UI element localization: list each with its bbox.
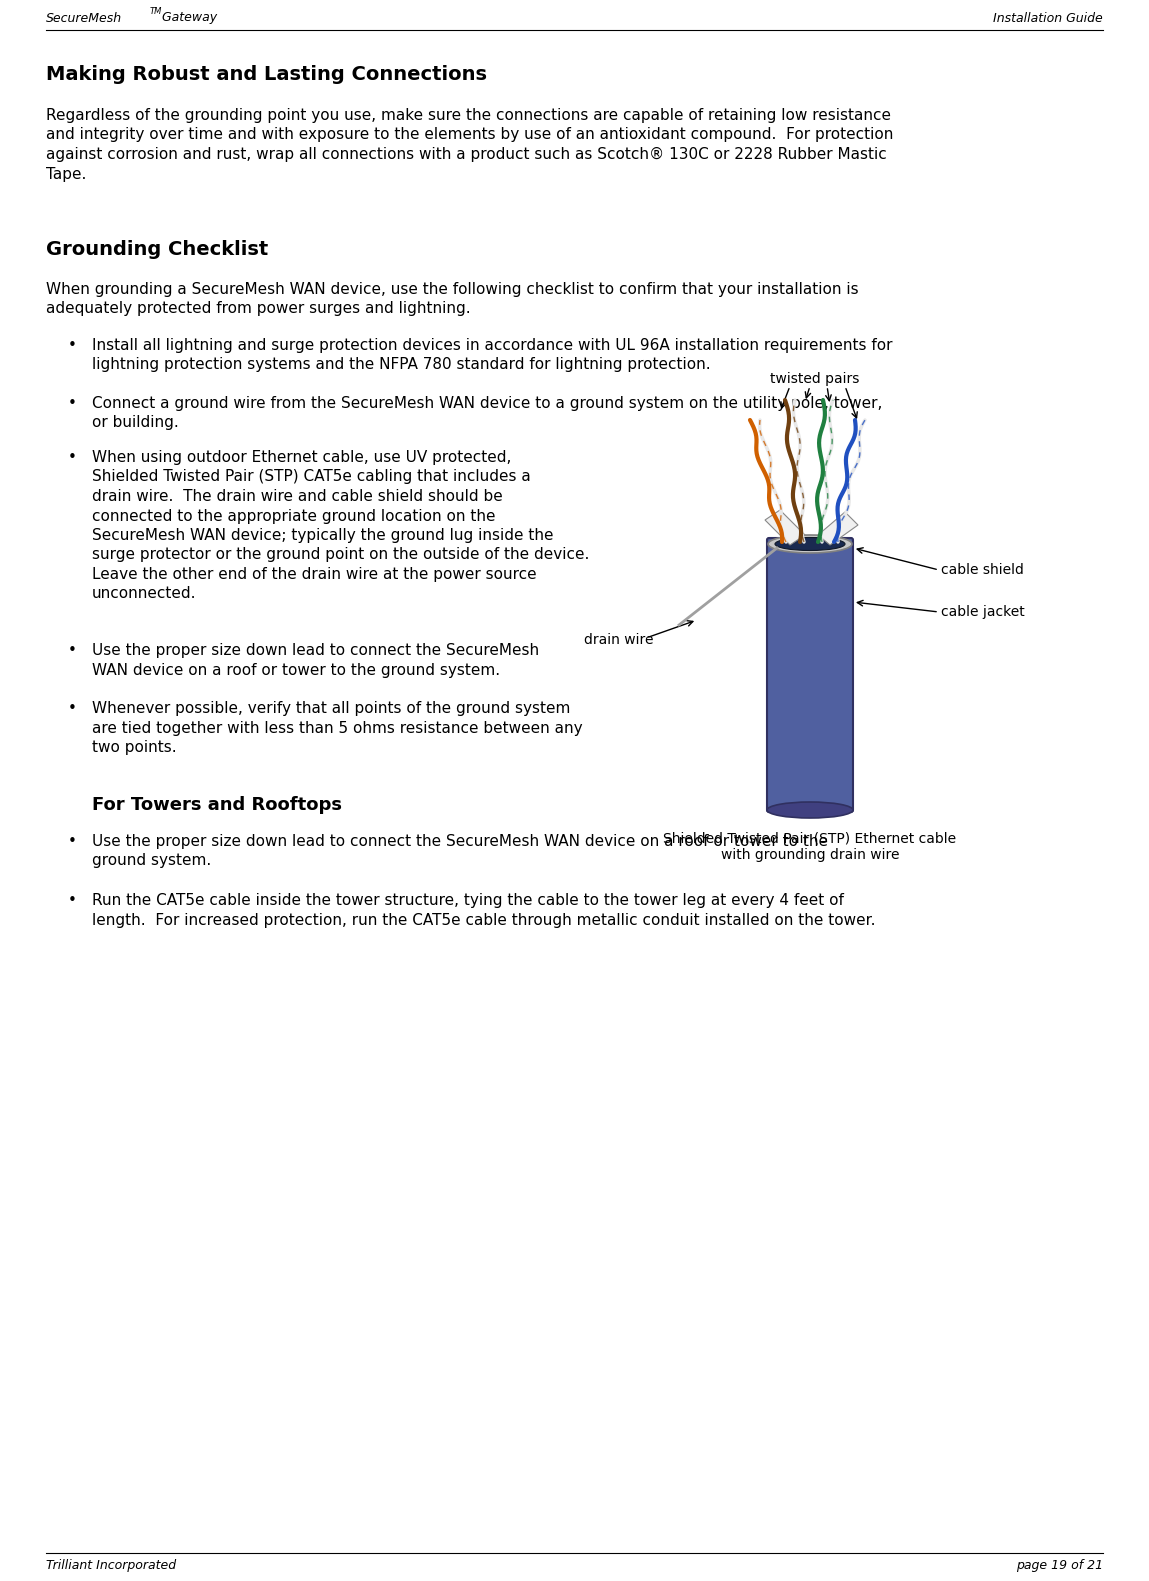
Text: ground system.: ground system. bbox=[92, 854, 211, 868]
Text: Run the CAT5e cable inside the tower structure, tying the cable to the tower leg: Run the CAT5e cable inside the tower str… bbox=[92, 893, 843, 907]
Text: Install all lightning and surge protection devices in accordance with UL 96A ins: Install all lightning and surge protecti… bbox=[92, 338, 893, 353]
Text: Use the proper size down lead to connect the SecureMesh: Use the proper size down lead to connect… bbox=[92, 643, 539, 658]
Text: against corrosion and rust, wrap all connections with a product such as Scotch® : against corrosion and rust, wrap all con… bbox=[46, 147, 887, 161]
Text: are tied together with less than 5 ohms resistance between any: are tied together with less than 5 ohms … bbox=[92, 721, 583, 735]
Text: •: • bbox=[68, 395, 77, 411]
Text: unconnected.: unconnected. bbox=[92, 587, 196, 601]
Text: When grounding a SecureMesh WAN device, use the following checklist to confirm t: When grounding a SecureMesh WAN device, … bbox=[46, 281, 858, 297]
Text: surge protector or the ground point on the outside of the device.: surge protector or the ground point on t… bbox=[92, 547, 589, 563]
Text: Shielded Twisted Pair (STP) Ethernet cable: Shielded Twisted Pair (STP) Ethernet cab… bbox=[663, 832, 957, 846]
Text: Whenever possible, verify that all points of the ground system: Whenever possible, verify that all point… bbox=[92, 700, 570, 716]
Text: Connect a ground wire from the SecureMesh WAN device to a ground system on the u: Connect a ground wire from the SecureMes… bbox=[92, 395, 882, 411]
Text: drain wire: drain wire bbox=[584, 632, 654, 647]
Text: When using outdoor Ethernet cable, use UV protected,: When using outdoor Ethernet cable, use U… bbox=[92, 451, 511, 465]
Text: and integrity over time and with exposure to the elements by use of an antioxida: and integrity over time and with exposur… bbox=[46, 128, 894, 142]
Text: WAN device on a roof or tower to the ground system.: WAN device on a roof or tower to the gro… bbox=[92, 662, 500, 678]
Ellipse shape bbox=[768, 802, 853, 817]
Text: •: • bbox=[68, 338, 77, 353]
Text: Making Robust and Lasting Connections: Making Robust and Lasting Connections bbox=[46, 65, 487, 84]
Text: Leave the other end of the drain wire at the power source: Leave the other end of the drain wire at… bbox=[92, 568, 537, 582]
Text: Tape.: Tape. bbox=[46, 166, 86, 182]
Text: •: • bbox=[68, 643, 77, 658]
Text: Shielded Twisted Pair (STP) CAT5e cabling that includes a: Shielded Twisted Pair (STP) CAT5e cablin… bbox=[92, 470, 531, 484]
Text: adequately protected from power surges and lightning.: adequately protected from power surges a… bbox=[46, 302, 471, 316]
Text: SecureMesh WAN device; typically the ground lug inside the: SecureMesh WAN device; typically the gro… bbox=[92, 528, 554, 542]
Text: For Towers and Rooftops: For Towers and Rooftops bbox=[92, 795, 342, 814]
Text: •: • bbox=[68, 835, 77, 849]
Text: lightning protection systems and the NFPA 780 standard for lightning protection.: lightning protection systems and the NFP… bbox=[92, 357, 710, 373]
Text: •: • bbox=[68, 893, 77, 907]
Polygon shape bbox=[765, 511, 805, 545]
Text: •: • bbox=[68, 451, 77, 465]
Text: Use the proper size down lead to connect the SecureMesh WAN device on a roof or : Use the proper size down lead to connect… bbox=[92, 835, 828, 849]
Ellipse shape bbox=[774, 538, 845, 550]
Text: •: • bbox=[68, 700, 77, 716]
Text: TM: TM bbox=[151, 6, 162, 16]
Text: page 19 of 21: page 19 of 21 bbox=[1016, 1559, 1103, 1573]
Text: cable jacket: cable jacket bbox=[941, 606, 1025, 620]
Text: or building.: or building. bbox=[92, 416, 179, 430]
Text: drain wire.  The drain wire and cable shield should be: drain wire. The drain wire and cable shi… bbox=[92, 489, 503, 504]
Text: Regardless of the grounding point you use, make sure the connections are capable: Regardless of the grounding point you us… bbox=[46, 108, 890, 123]
Text: Grounding Checklist: Grounding Checklist bbox=[46, 240, 268, 259]
Text: SecureMesh: SecureMesh bbox=[46, 11, 122, 24]
Text: twisted pairs: twisted pairs bbox=[770, 372, 859, 386]
Text: Installation Guide: Installation Guide bbox=[993, 11, 1103, 24]
Polygon shape bbox=[818, 512, 858, 545]
Text: connected to the appropriate ground location on the: connected to the appropriate ground loca… bbox=[92, 509, 495, 523]
FancyBboxPatch shape bbox=[768, 538, 853, 813]
Text: with grounding drain wire: with grounding drain wire bbox=[720, 847, 900, 862]
Text: Trilliant Incorporated: Trilliant Incorporated bbox=[46, 1559, 176, 1573]
Ellipse shape bbox=[768, 534, 853, 553]
Text: cable shield: cable shield bbox=[941, 563, 1024, 577]
Text: Gateway: Gateway bbox=[159, 11, 217, 24]
Text: two points.: two points. bbox=[92, 740, 177, 756]
Text: length.  For increased protection, run the CAT5e cable through metallic conduit : length. For increased protection, run th… bbox=[92, 912, 876, 928]
